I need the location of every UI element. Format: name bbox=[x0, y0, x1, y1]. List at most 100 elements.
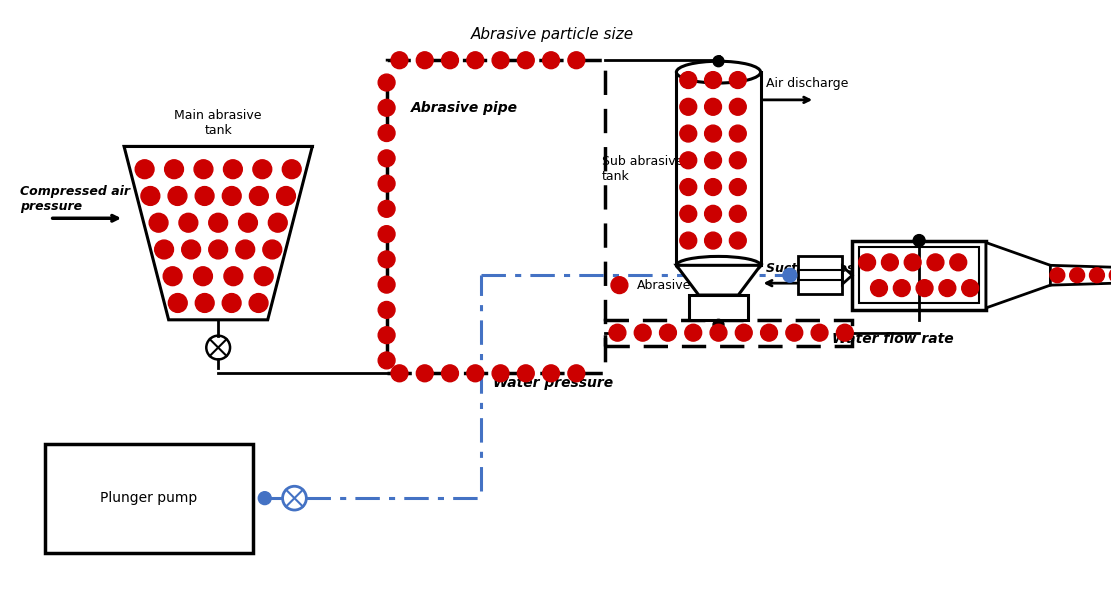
Circle shape bbox=[391, 365, 408, 382]
Circle shape bbox=[235, 240, 254, 259]
Circle shape bbox=[927, 254, 944, 271]
Circle shape bbox=[163, 267, 182, 286]
Circle shape bbox=[680, 232, 696, 249]
FancyBboxPatch shape bbox=[676, 72, 761, 265]
Circle shape bbox=[135, 160, 154, 179]
Circle shape bbox=[1109, 268, 1116, 283]
Circle shape bbox=[913, 235, 925, 247]
Circle shape bbox=[660, 324, 676, 341]
FancyBboxPatch shape bbox=[853, 241, 987, 310]
Text: Air discharge: Air discharge bbox=[766, 77, 848, 90]
Circle shape bbox=[1050, 268, 1065, 283]
FancyBboxPatch shape bbox=[798, 256, 843, 294]
Circle shape bbox=[378, 352, 395, 369]
Circle shape bbox=[223, 160, 242, 179]
Circle shape bbox=[730, 152, 747, 169]
Circle shape bbox=[680, 152, 696, 169]
Circle shape bbox=[704, 125, 721, 142]
Circle shape bbox=[222, 293, 241, 313]
Text: Suction pressure: Suction pressure bbox=[766, 262, 885, 275]
Circle shape bbox=[704, 205, 721, 222]
Circle shape bbox=[150, 214, 169, 232]
Circle shape bbox=[194, 160, 213, 179]
Circle shape bbox=[378, 175, 395, 192]
Circle shape bbox=[250, 187, 268, 205]
Circle shape bbox=[939, 280, 955, 296]
Circle shape bbox=[870, 280, 887, 296]
Polygon shape bbox=[987, 242, 1050, 308]
Circle shape bbox=[730, 232, 747, 249]
Text: Sub abrasive
tank: Sub abrasive tank bbox=[603, 155, 683, 183]
Circle shape bbox=[730, 205, 747, 222]
Circle shape bbox=[685, 324, 702, 341]
Circle shape bbox=[882, 254, 898, 271]
Circle shape bbox=[258, 492, 271, 505]
Circle shape bbox=[858, 254, 876, 271]
Circle shape bbox=[282, 486, 307, 510]
Circle shape bbox=[713, 56, 724, 67]
Circle shape bbox=[378, 200, 395, 217]
Circle shape bbox=[492, 365, 509, 382]
Circle shape bbox=[416, 52, 433, 68]
Circle shape bbox=[894, 280, 911, 296]
Circle shape bbox=[378, 327, 395, 344]
Ellipse shape bbox=[676, 61, 761, 83]
Circle shape bbox=[518, 365, 535, 382]
Circle shape bbox=[391, 52, 408, 68]
Circle shape bbox=[442, 52, 459, 68]
Circle shape bbox=[713, 319, 724, 330]
Circle shape bbox=[378, 251, 395, 268]
Circle shape bbox=[195, 187, 214, 205]
Circle shape bbox=[442, 365, 459, 382]
Circle shape bbox=[378, 74, 395, 91]
Circle shape bbox=[680, 205, 696, 222]
Text: Abrasive pipe: Abrasive pipe bbox=[412, 101, 518, 115]
Circle shape bbox=[263, 240, 281, 259]
Circle shape bbox=[962, 280, 979, 296]
Circle shape bbox=[783, 268, 797, 282]
Circle shape bbox=[195, 293, 214, 313]
Circle shape bbox=[786, 324, 802, 341]
Circle shape bbox=[568, 52, 585, 68]
Circle shape bbox=[277, 187, 296, 205]
Circle shape bbox=[610, 277, 628, 293]
Circle shape bbox=[222, 187, 241, 205]
Circle shape bbox=[518, 52, 535, 68]
Circle shape bbox=[730, 125, 747, 142]
Circle shape bbox=[761, 324, 778, 341]
Circle shape bbox=[904, 254, 921, 271]
Circle shape bbox=[1089, 268, 1105, 283]
Circle shape bbox=[378, 100, 395, 116]
Circle shape bbox=[609, 324, 626, 341]
Circle shape bbox=[378, 150, 395, 167]
Circle shape bbox=[378, 301, 395, 319]
Circle shape bbox=[704, 232, 721, 249]
Circle shape bbox=[254, 267, 273, 286]
Circle shape bbox=[730, 71, 747, 88]
Circle shape bbox=[492, 52, 509, 68]
Circle shape bbox=[268, 214, 287, 232]
Circle shape bbox=[253, 160, 271, 179]
Circle shape bbox=[165, 160, 183, 179]
Circle shape bbox=[169, 293, 187, 313]
Circle shape bbox=[836, 324, 854, 341]
Circle shape bbox=[704, 152, 721, 169]
Circle shape bbox=[378, 125, 395, 142]
Text: Water pressure: Water pressure bbox=[492, 376, 613, 390]
Circle shape bbox=[239, 214, 258, 232]
Text: Compressed air
pressure: Compressed air pressure bbox=[20, 185, 131, 214]
Ellipse shape bbox=[676, 256, 761, 274]
Circle shape bbox=[680, 98, 696, 115]
Circle shape bbox=[169, 187, 186, 205]
Circle shape bbox=[704, 71, 721, 88]
Circle shape bbox=[735, 324, 752, 341]
Text: Abrasive: Abrasive bbox=[637, 278, 692, 292]
Circle shape bbox=[209, 240, 228, 259]
Circle shape bbox=[1070, 268, 1085, 283]
Circle shape bbox=[916, 280, 933, 296]
Circle shape bbox=[542, 365, 559, 382]
Circle shape bbox=[950, 254, 966, 271]
Circle shape bbox=[730, 98, 747, 115]
Text: Abrasive particle size: Abrasive particle size bbox=[471, 28, 634, 43]
FancyBboxPatch shape bbox=[689, 295, 748, 320]
